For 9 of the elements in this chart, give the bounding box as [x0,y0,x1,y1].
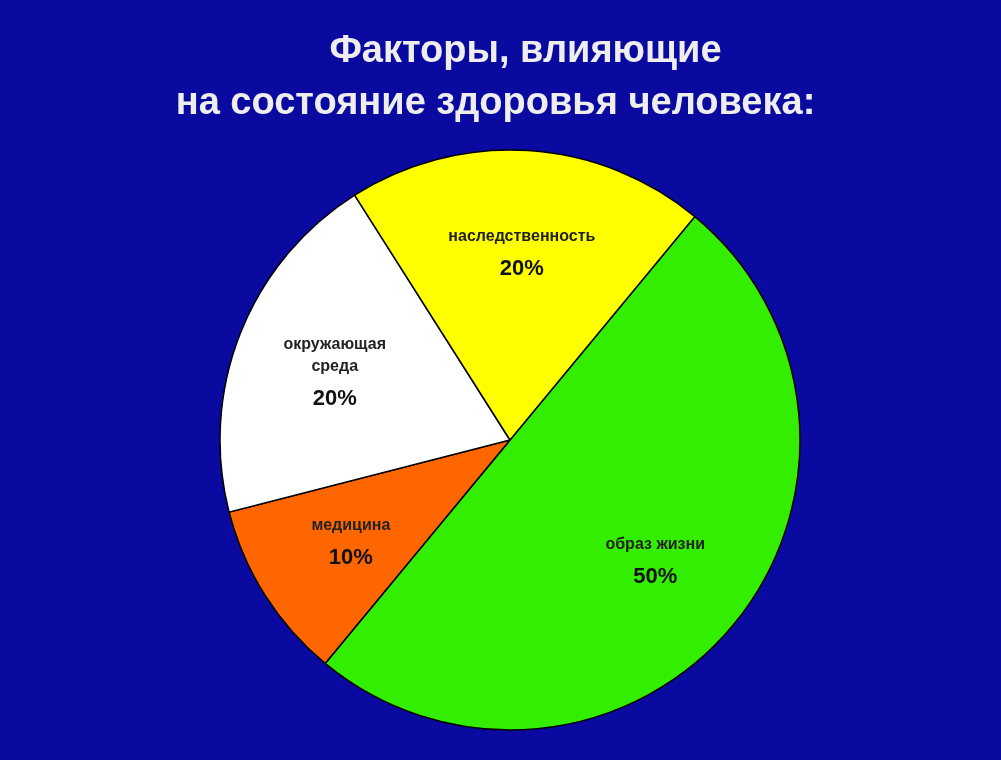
slice-label: окружающая среда [283,334,386,374]
chart-title: Факторы, влияющие на состояние здоровья человека: [175,28,816,122]
data-label: 20% [499,254,544,280]
data-label: 10% [328,544,373,569]
data-label: 20% [312,384,357,410]
slice-label: наследственность [448,226,596,244]
data-label: 50% [633,563,678,589]
slice-label: образ жизни [605,535,706,553]
slice-label: медицина [311,516,391,533]
